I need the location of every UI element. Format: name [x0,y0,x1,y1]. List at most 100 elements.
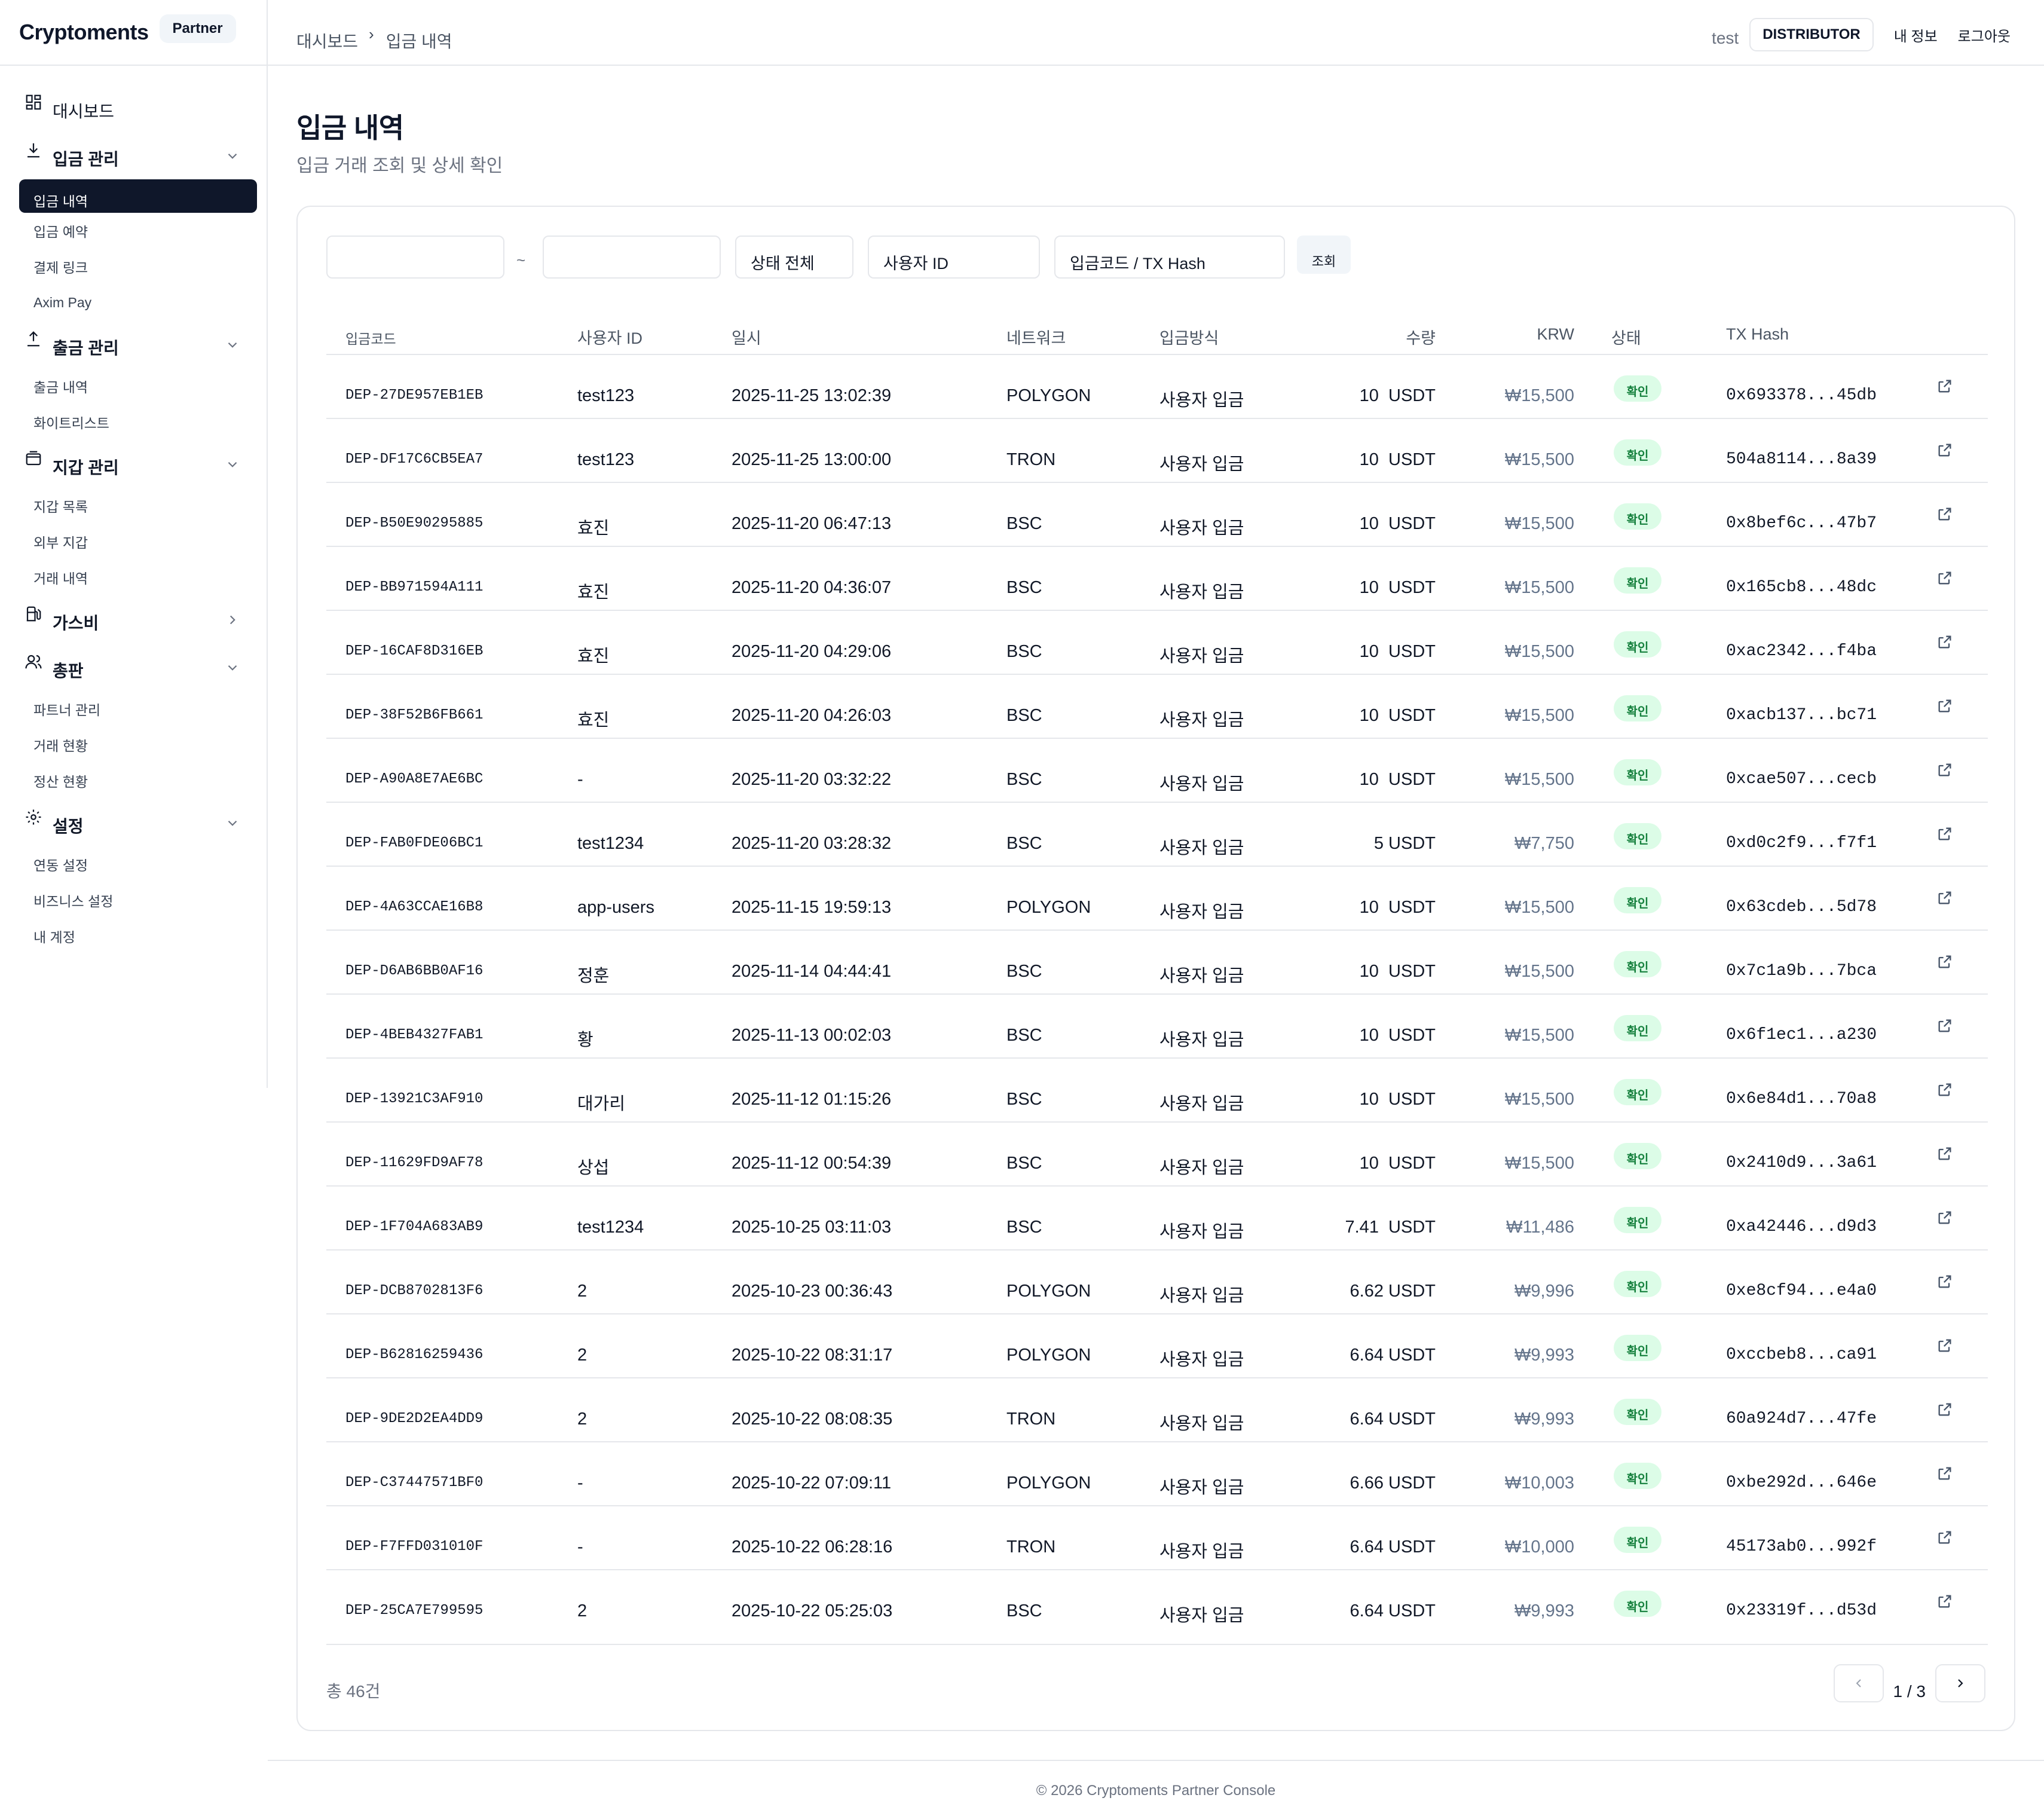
status-select[interactable]: 상태 전체 [735,236,853,279]
cell-code: DEP-BB971594A111 [345,579,484,595]
sidebar-item-integration[interactable]: 연동 설정 [33,858,88,873]
col-header-method: 입금방식 [1159,329,1219,347]
date-to-input[interactable] [543,236,721,279]
external-link-icon[interactable] [1936,1273,1953,1290]
table-row[interactable]: DEP-DF17C6CB5EA7 test123 2025-11-25 13:00:… [326,419,1988,483]
sidebar-group-withdraw[interactable]: 출금 관리 [0,320,267,368]
external-link-icon[interactable] [1936,378,1953,395]
table-row[interactable]: DEP-F7FFD031010F - 2025-10-22 06:28:16 TRON… [326,1506,1988,1570]
cell-txhash[interactable]: 0x63cdeb...5d78 [1726,898,1877,916]
cell-txhash[interactable]: 0x2410d9...3a61 [1726,1154,1877,1172]
external-link-icon[interactable] [1936,698,1953,714]
external-link-icon[interactable] [1936,634,1953,650]
table-row[interactable]: DEP-16CAF8D316EB 효진 2025-11-20 04:29:06 BSC… [326,611,1988,675]
date-from-input[interactable] [326,236,504,279]
table-row[interactable]: DEP-BB971594A111 효진 2025-11-20 04:36:07 BSC… [326,547,1988,611]
cell-txhash[interactable]: 0x693378...45db [1726,386,1877,405]
external-link-icon[interactable] [1936,1081,1953,1098]
table-row[interactable]: DEP-13921C3AF910 대가리 2025-11-12 01:15:26 BS… [326,1059,1988,1123]
prev-page-button[interactable] [1833,1664,1884,1702]
cell-txhash[interactable]: 0xccbeb8...ca91 [1726,1346,1877,1364]
sidebar-item-my-account[interactable]: 내 계정 [33,930,75,945]
cell-code: DEP-F7FFD031010F [345,1539,484,1555]
external-link-icon[interactable] [1936,1465,1953,1482]
external-link-icon[interactable] [1936,1337,1953,1354]
chevron-down-icon [228,153,237,159]
external-link-icon[interactable] [1936,762,1953,778]
sidebar-item-wallet-list[interactable]: 지갑 목록 [33,499,88,515]
external-link-icon[interactable] [1936,1593,1953,1610]
external-link-icon[interactable] [1936,1017,1953,1034]
table-row[interactable]: DEP-38F52B6FB661 효진 2025-11-20 04:26:03 BSC… [326,675,1988,739]
sidebar-item-dashboard[interactable]: 대시보드 [0,84,267,132]
sidebar-group-deposit[interactable]: 입금 관리 [0,132,267,179]
next-page-button[interactable] [1935,1664,1985,1702]
external-link-icon[interactable] [1936,442,1953,458]
code-hash-input[interactable]: 입금코드 / TX Hash [1054,236,1285,279]
table-row[interactable]: DEP-B50E90295885 효진 2025-11-20 06:47:13 BSC… [326,483,1988,547]
cell-txhash[interactable]: 0x23319f...d53d [1726,1601,1877,1620]
sidebar-item-external-wallet[interactable]: 외부 지갑 [33,535,88,551]
cell-txhash[interactable]: 45173ab0...992f [1726,1537,1877,1556]
table-row[interactable]: DEP-D6AB6BB0AF16 정훈 2025-11-14 04:44:41 BSC… [326,931,1988,995]
cell-txhash[interactable]: 0x7c1a9b...7bca [1726,962,1877,980]
sidebar-group-wallet[interactable]: 지갑 관리 [0,440,267,488]
search-button[interactable]: 조회 [1297,236,1351,274]
external-link-icon[interactable] [1936,1145,1953,1162]
sidebar-group-distributor[interactable]: 총판 [0,643,267,691]
table-row[interactable]: DEP-FAB0FDE06BC1 test1234 2025-11-20 03:28… [326,803,1988,867]
table-row[interactable]: DEP-11629FD9AF78 상섭 2025-11-12 00:54:39 BSC… [326,1123,1988,1187]
sidebar-item-trade-status[interactable]: 거래 현황 [33,738,88,754]
cell-txhash[interactable]: 0xcae507...cecb [1726,770,1877,788]
table-row[interactable]: DEP-B62816259436 2 2025-10-22 08:31:17 POLY… [326,1314,1988,1378]
sidebar-item-whitelist[interactable]: 화이트리스트 [33,415,109,431]
cell-txhash[interactable]: 60a924d7...47fe [1726,1410,1877,1428]
cell-txhash[interactable]: 504a8114...8a39 [1726,450,1877,469]
cell-txhash[interactable]: 0xac2342...f4ba [1726,642,1877,661]
external-link-icon[interactable] [1936,953,1953,970]
sidebar-group-gas[interactable]: 가스비 [0,595,267,643]
external-link-icon[interactable] [1936,1529,1953,1546]
external-link-icon[interactable] [1936,889,1953,906]
brand-name[interactable]: Cryptoments [19,20,149,44]
user-id-input[interactable]: 사용자 ID [868,236,1040,279]
table-row[interactable]: DEP-4A63CCAE16B8 app-users 2025-11-15 19:5… [326,867,1988,931]
table-row[interactable]: DEP-25CA7E799595 2 2025-10-22 05:25:03 BSC 사… [326,1570,1988,1634]
cell-txhash[interactable]: 0x8bef6c...47b7 [1726,514,1877,533]
table-row[interactable]: DEP-4BEB4327FAB1 황 2025-11-13 00:02:03 BSC 사… [326,995,1988,1059]
sidebar-item-withdraw-history[interactable]: 출금 내역 [33,380,88,395]
cell-txhash[interactable]: 0xacb137...bc71 [1726,706,1877,724]
table-row[interactable]: DEP-9DE2D2EA4DD9 2 2025-10-22 08:08:35 TRON… [326,1378,1988,1442]
external-link-icon[interactable] [1936,1209,1953,1226]
sidebar-item-deposit-history[interactable]: 입금 내역 [19,179,257,213]
cell-txhash[interactable]: 0xe8cf94...e4a0 [1726,1282,1877,1300]
logout-link[interactable]: 로그아웃 [1957,28,2011,45]
external-link-icon[interactable] [1936,570,1953,586]
sidebar-item-deposit-reserve[interactable]: 입금 예약 [33,224,88,240]
sidebar-item-business[interactable]: 비즈니스 설정 [33,894,114,909]
sidebar-item-axim-pay[interactable]: Axim Pay [33,294,92,310]
sidebar-item-payment-link[interactable]: 결제 링크 [33,260,88,276]
my-info-link[interactable]: 내 정보 [1893,28,1938,45]
cell-method: 사용자 입금 [1159,903,1244,922]
table-row[interactable]: DEP-C37447571BF0 - 2025-10-22 07:09:11 POLY… [326,1442,1988,1506]
cell-txhash[interactable]: 0xa42446...d9d3 [1726,1218,1877,1236]
cell-txhash[interactable]: 0x6f1ec1...a230 [1726,1026,1877,1044]
cell-txhash[interactable]: 0x165cb8...48dc [1726,578,1877,597]
cell-txhash[interactable]: 0xd0c2f9...f7f1 [1726,834,1877,852]
table-row[interactable]: DEP-A90A8E7AE6BC - 2025-11-20 03:32:22 BSC 사… [326,739,1988,803]
external-link-icon[interactable] [1936,1401,1953,1418]
cell-txhash[interactable]: 0x6e84d1...70a8 [1726,1090,1877,1108]
table-row[interactable]: DEP-27DE957EB1EB test123 2025-11-25 13:02:… [326,355,1988,419]
external-link-icon[interactable] [1936,825,1953,842]
breadcrumb-item-dashboard[interactable]: 대시보드 [296,32,359,51]
external-link-icon[interactable] [1936,506,1953,522]
table-row[interactable]: DEP-DCB8702813F6 2 2025-10-23 00:36:43 POLY… [326,1251,1988,1314]
cell-txhash[interactable]: 0xbe292d...646e [1726,1473,1877,1492]
sidebar-item-settlement[interactable]: 정산 현황 [33,774,88,790]
sidebar-group-settings[interactable]: 설정 [0,799,267,846]
cell-krw: ₩15,500 [1504,1026,1574,1045]
table-row[interactable]: DEP-1F704A683AB9 test1234 2025-10-25 03:11… [326,1187,1988,1251]
sidebar-item-transactions[interactable]: 거래 내역 [33,571,88,586]
sidebar-item-partner-manage[interactable]: 파트너 관리 [33,702,101,718]
